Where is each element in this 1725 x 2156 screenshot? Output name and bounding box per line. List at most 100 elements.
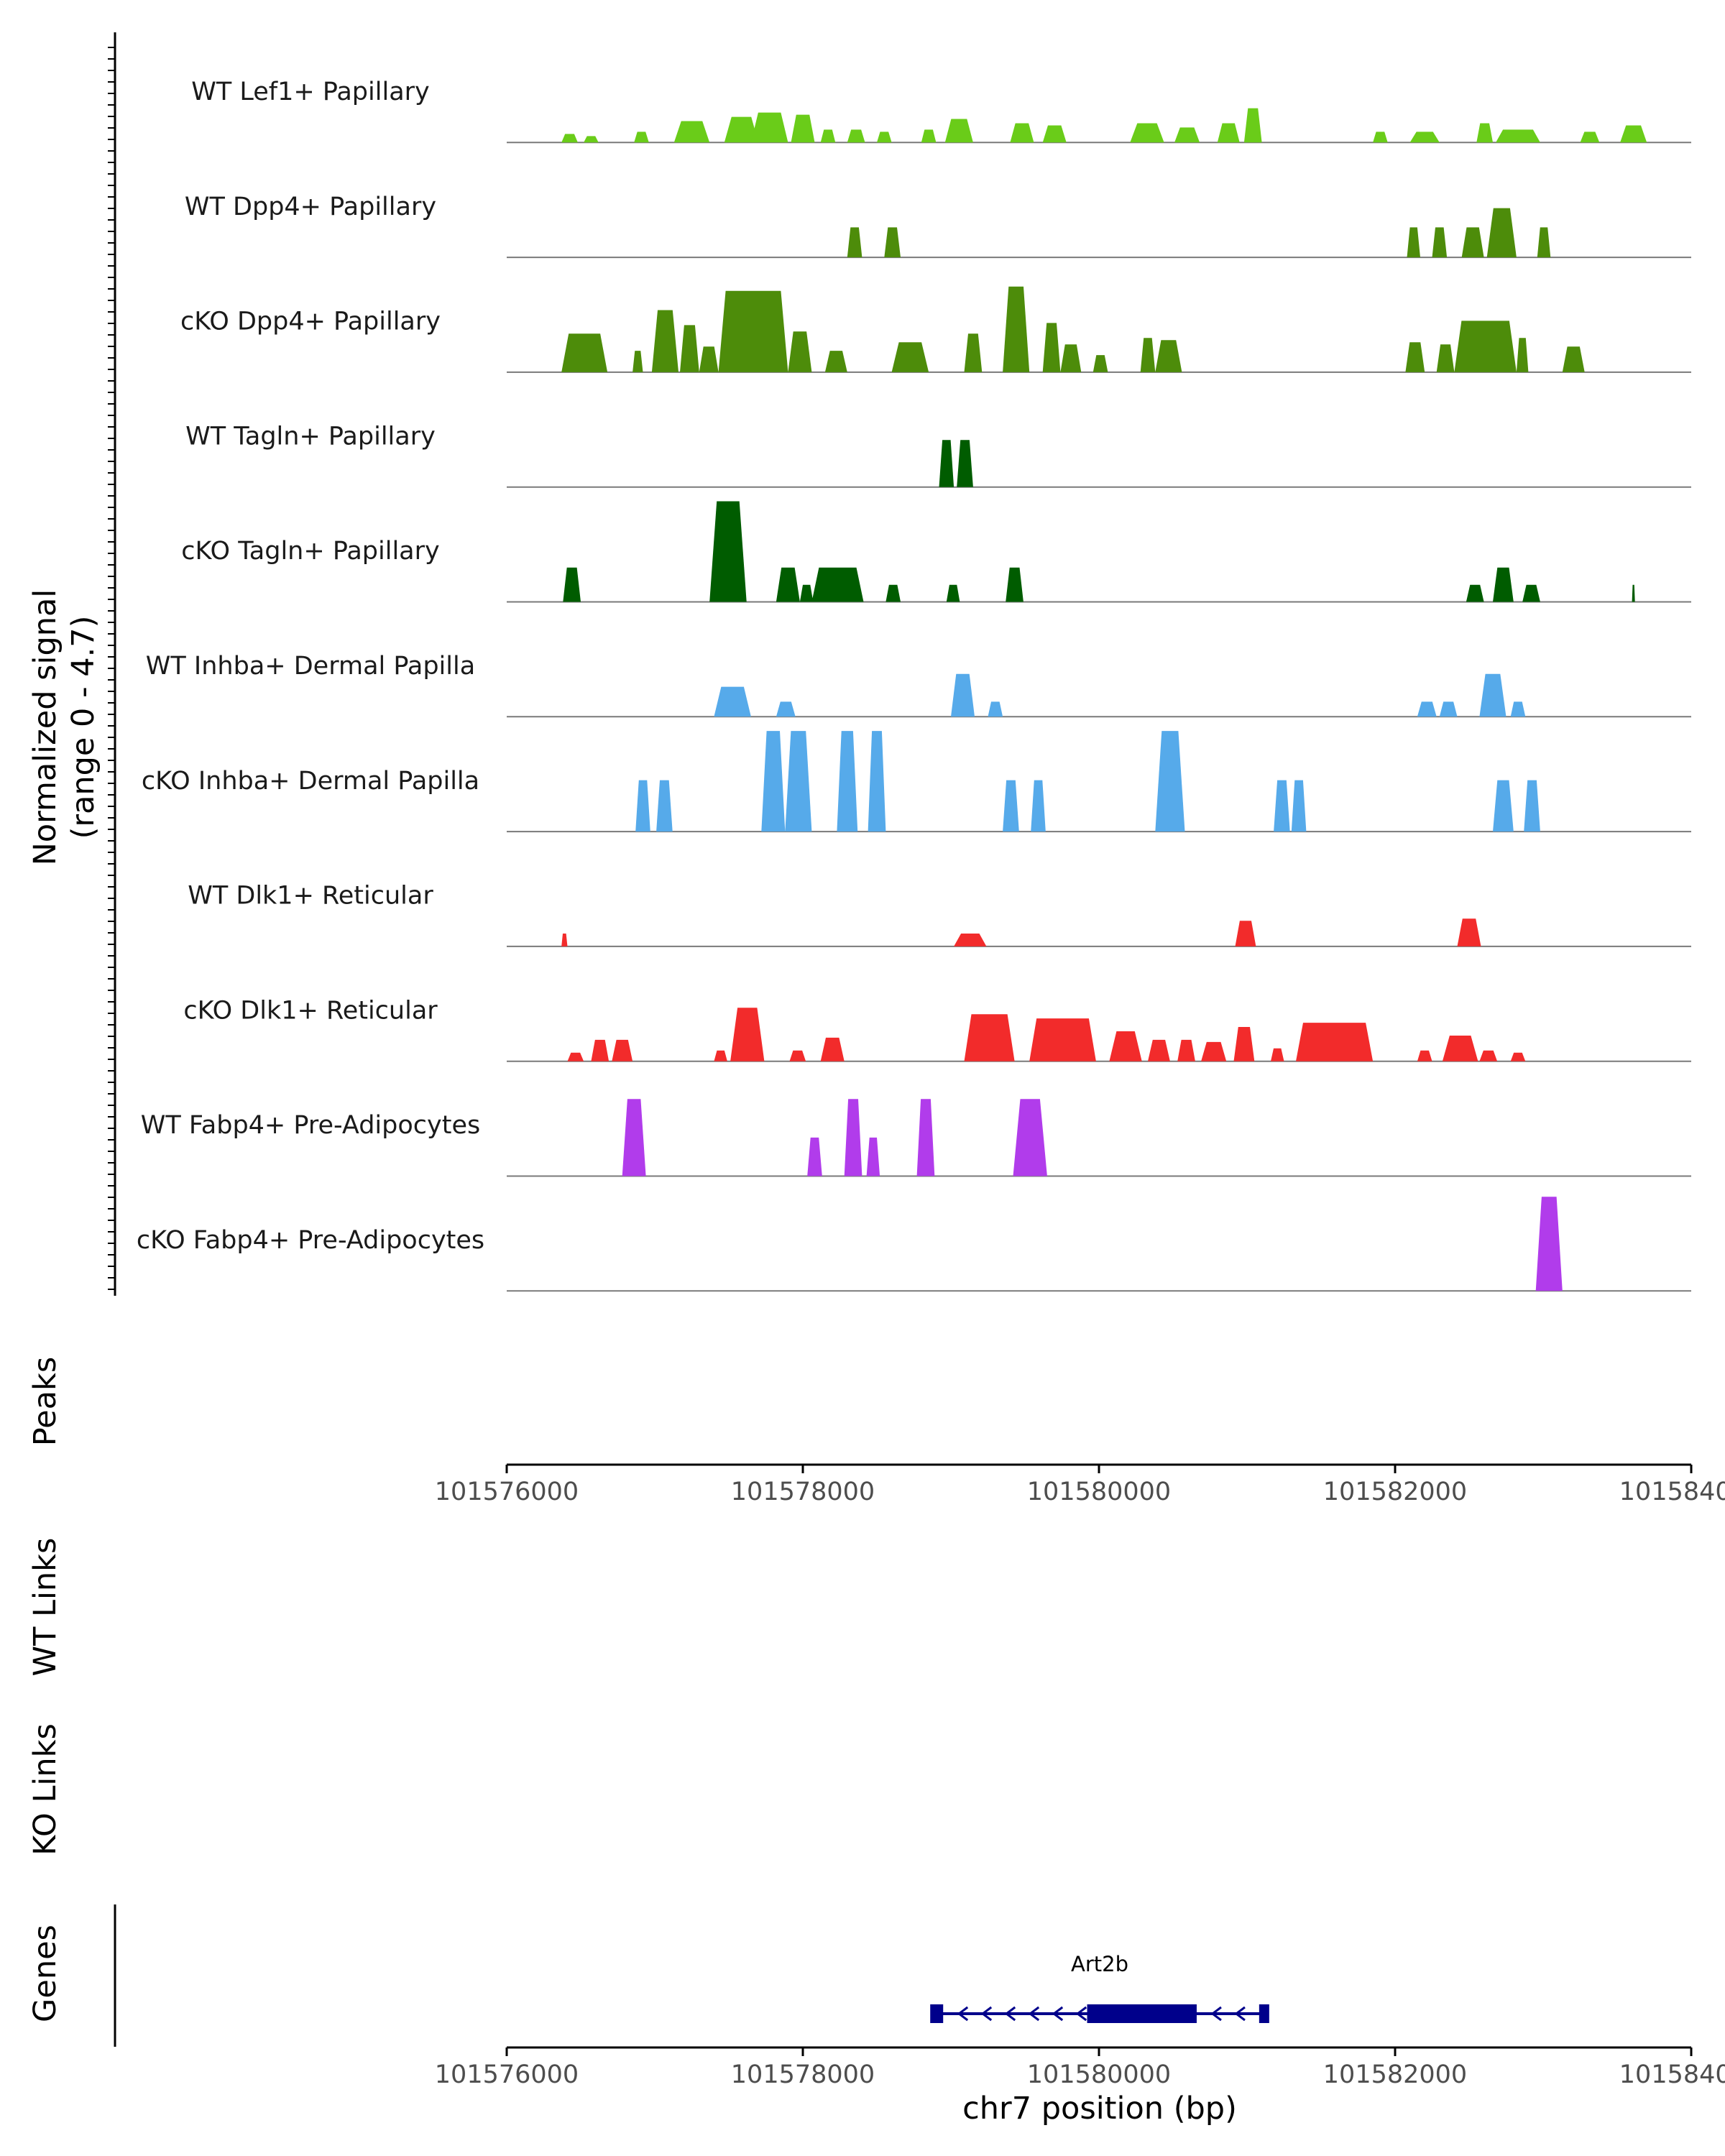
coverage-peak: [946, 584, 960, 602]
coverage-peak: [1516, 338, 1529, 372]
coverage-peak: [1235, 921, 1256, 946]
coverage-peak: [1510, 1052, 1526, 1061]
signal-axis-label: Normalized signal: [27, 589, 63, 866]
track-label: WT Inhba+ Dermal Papilla: [146, 652, 475, 681]
track-label: cKO Dpp4+ Papillary: [180, 308, 441, 336]
gene-model: Art2b: [930, 1952, 1269, 2023]
strand-arrow: [1234, 2006, 1246, 2022]
coverage-peak: [1177, 1039, 1195, 1061]
coverage-peak: [1476, 123, 1493, 143]
wt-links-panel-label: WT Links: [27, 1538, 63, 1677]
coverage-peak: [1060, 344, 1082, 372]
coverage-peak: [791, 114, 815, 143]
coverage-peak: [951, 673, 975, 717]
coverage-peak: [776, 701, 796, 717]
coverage-peak: [811, 567, 864, 602]
coverage-peak: [1217, 123, 1240, 143]
coverage-peak: [988, 701, 1003, 717]
coverage-peak: [1439, 701, 1458, 717]
coverage-peak: [1006, 567, 1024, 602]
strand-arrow: [980, 2006, 993, 2022]
coverage-peak: [1535, 1197, 1563, 1291]
coverage-peak: [844, 1099, 862, 1176]
coverage-peak: [776, 567, 800, 602]
coverage-peak: [837, 731, 858, 832]
track: WT Lef1+ Papillary: [191, 78, 1691, 144]
coverage-peak: [1042, 125, 1067, 143]
coverage-peak: [1148, 1039, 1170, 1061]
strand-arrow: [1004, 2006, 1016, 2022]
coverage-peak: [1003, 286, 1030, 372]
coverage-peak: [1373, 132, 1388, 143]
signal-y-axis: [108, 32, 116, 1296]
coverage-peak: [868, 731, 886, 832]
coverage-peak: [635, 780, 650, 832]
coverage-peak: [1109, 1031, 1142, 1061]
coverage-peak: [1537, 227, 1551, 258]
coverage-peak: [788, 331, 812, 372]
coverage-peak: [799, 584, 814, 602]
coverage-peak: [820, 1037, 845, 1061]
coverage-peak: [785, 731, 812, 832]
strand-arrow: [957, 2006, 969, 2022]
coverage-peak: [1496, 129, 1540, 143]
x-tick-label: 101580000: [1027, 2060, 1171, 2089]
coverage-peak: [561, 333, 608, 372]
coverage-peak: [567, 1052, 584, 1061]
coverage-peak: [591, 1039, 610, 1061]
coverage-peak: [1092, 355, 1108, 372]
coverage-peak: [1524, 780, 1540, 832]
coverage-peak: [1243, 108, 1262, 143]
coverage-peak: [584, 136, 599, 143]
coverage-peak: [921, 129, 937, 143]
coverage-peak: [656, 780, 673, 832]
coverage-peak: [939, 440, 954, 487]
coverage-peak: [680, 325, 699, 372]
coverage-peak: [730, 1008, 765, 1061]
coverage-peak: [1486, 208, 1517, 258]
strand-arrow: [1028, 2006, 1040, 2022]
coverage-peak: [1522, 584, 1540, 602]
coverage-peak: [1493, 780, 1514, 832]
track: WT Dlk1+ Reticular: [188, 882, 1691, 947]
coverage-peak: [1479, 1050, 1498, 1061]
coverage-peak: [1479, 673, 1506, 717]
coverage-peak: [964, 333, 983, 372]
coverage-peak: [877, 132, 892, 143]
coverage-peak: [1562, 346, 1585, 372]
coverage-peak: [886, 584, 901, 602]
coverage-peak: [1174, 127, 1200, 143]
coverage-tracks: WT Lef1+ Papillary WT Dpp4+ Papillary cKO …: [137, 78, 1691, 1292]
coverage-peak: [1466, 584, 1484, 602]
coverage-peak: [1407, 227, 1420, 258]
x-axis-title: chr7 position (bp): [962, 2091, 1237, 2127]
coverage-peak: [761, 731, 786, 832]
gene-exon: [1259, 2004, 1269, 2023]
signal-axis-range-label: (range 0 - 4.7): [65, 616, 101, 839]
x-tick-label: 101582000: [1323, 2060, 1467, 2089]
track: cKO Dlk1+ Reticular: [183, 996, 1691, 1062]
coverage-peak: [1409, 132, 1440, 143]
track-label: WT Lef1+ Papillary: [191, 78, 430, 106]
gene-annotation-track: Art2b: [930, 1952, 1269, 2023]
track: WT Dpp4+ Papillary: [185, 193, 1691, 259]
coverage-peak: [714, 686, 751, 717]
coverage-peak: [709, 501, 747, 602]
coverage-peak: [1454, 321, 1517, 372]
coverage-peak: [1274, 780, 1290, 832]
coverage-peak: [1296, 1023, 1374, 1061]
coverage-peak: [1405, 342, 1425, 372]
coverage-peak: [1291, 780, 1307, 832]
coverage-peak: [1510, 701, 1526, 717]
coverage-peak: [820, 129, 836, 143]
coverage-peak: [1580, 132, 1600, 143]
x-tick-label: 101580000: [1027, 1478, 1171, 1506]
coverage-peak: [891, 342, 929, 372]
strand-arrow: [1052, 2006, 1064, 2022]
coverage-peak: [1457, 918, 1481, 946]
coverage-peak: [957, 440, 973, 487]
coverage-peak: [789, 1050, 806, 1061]
track: cKO Dpp4+ Papillary: [180, 286, 1691, 373]
coverage-peak: [1130, 123, 1164, 143]
